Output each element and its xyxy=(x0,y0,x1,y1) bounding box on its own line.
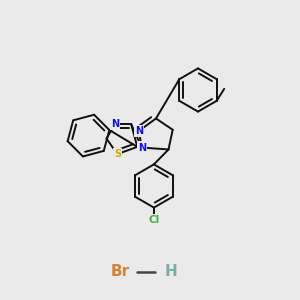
Text: H: H xyxy=(165,264,177,279)
Text: S: S xyxy=(114,149,121,159)
Text: Cl: Cl xyxy=(148,215,160,225)
Text: N: N xyxy=(111,119,119,129)
Text: N: N xyxy=(135,126,143,136)
Text: N: N xyxy=(138,142,146,153)
Text: Br: Br xyxy=(110,264,130,279)
